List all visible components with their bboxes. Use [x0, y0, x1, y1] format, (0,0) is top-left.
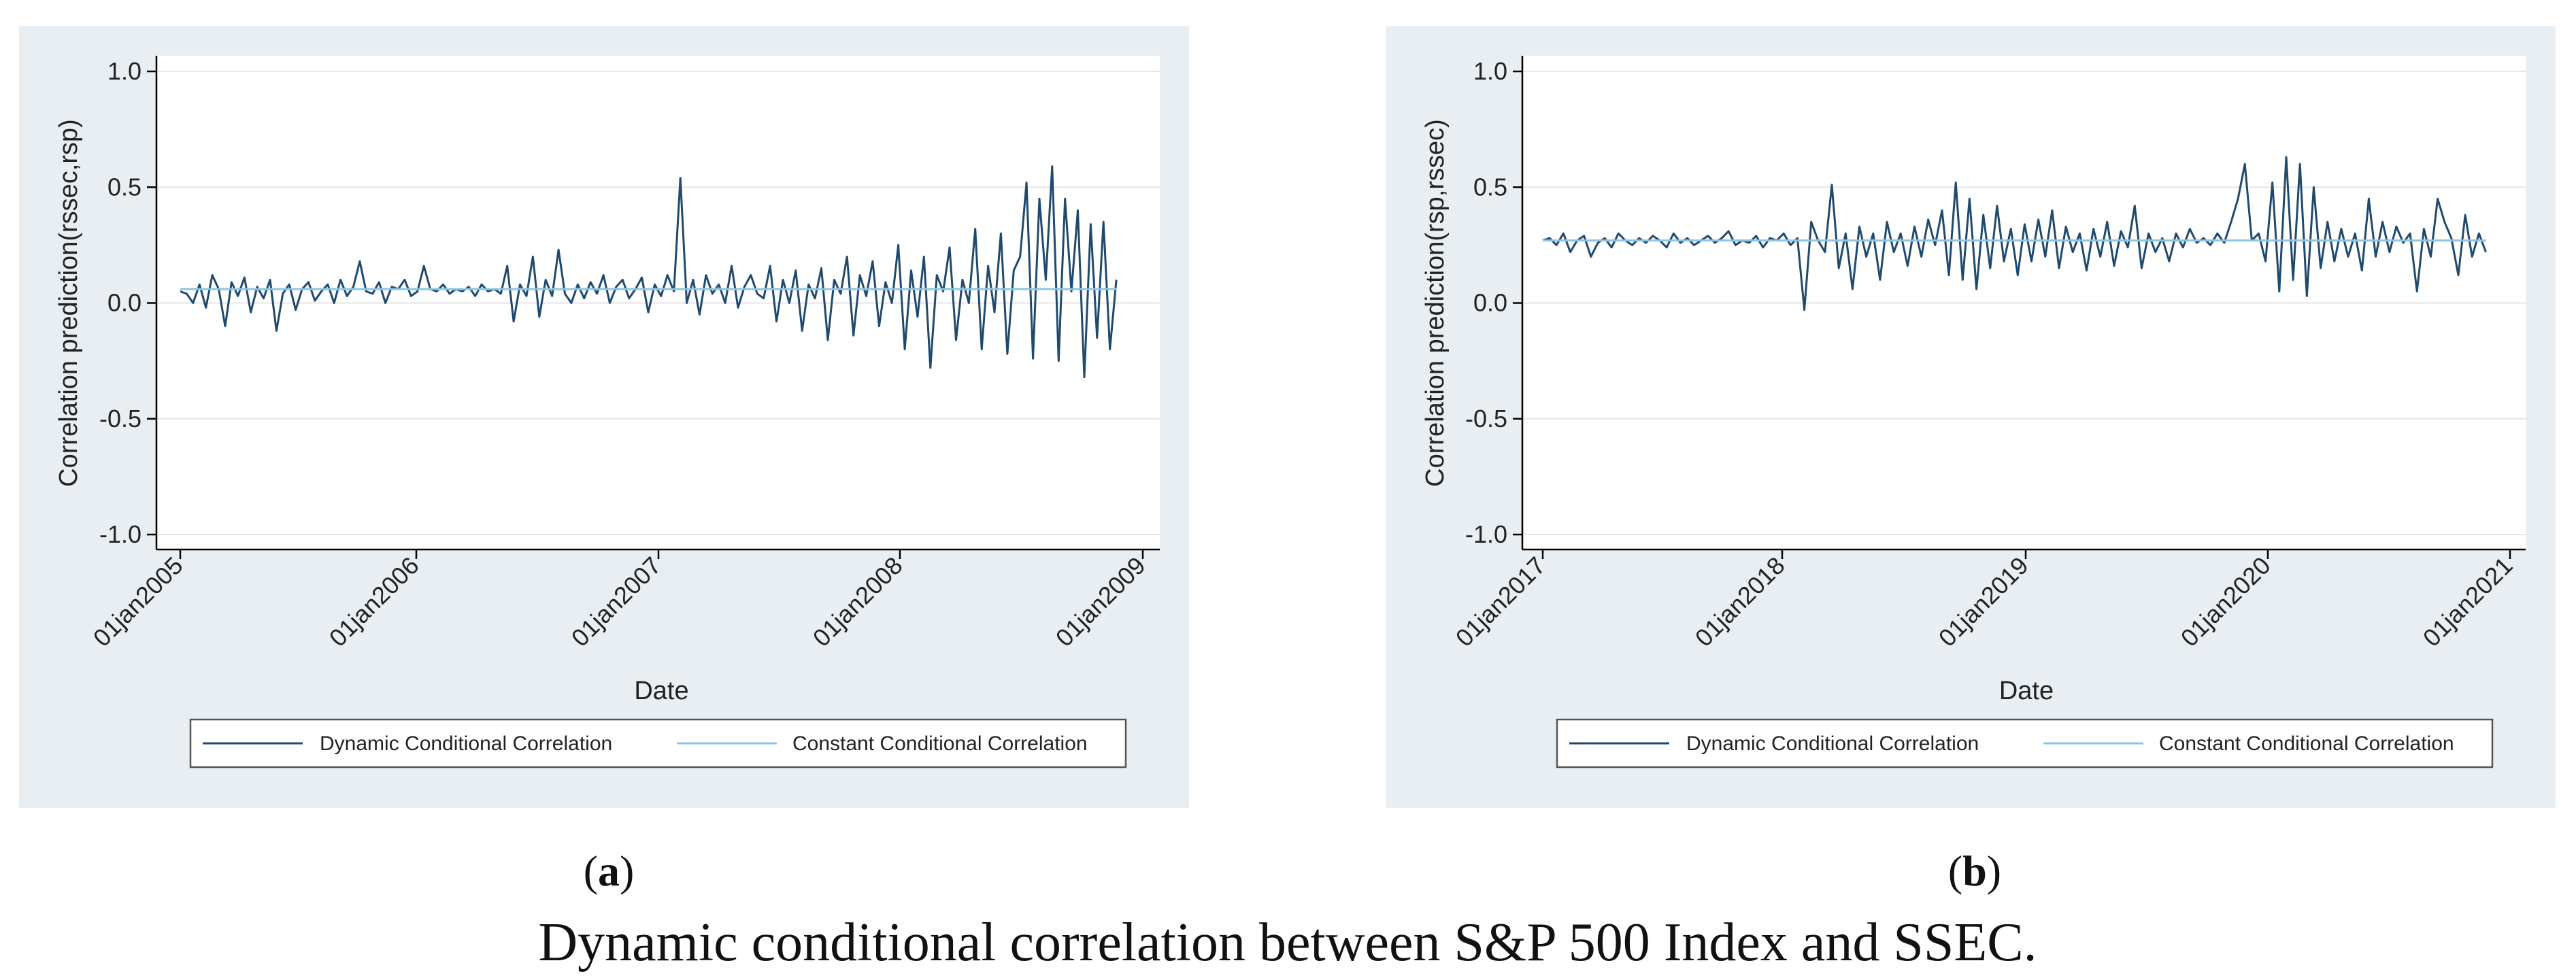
legend-label-ccc: Constant Conditional Correlation	[2159, 732, 2454, 755]
series-dynamic-conditional-correlation	[180, 165, 1118, 378]
y-tick-label: -0.5	[1465, 405, 1507, 433]
figure-caption: Dynamic conditional correlation between …	[538, 913, 2037, 973]
y-tick-label: 0.5	[1473, 173, 1507, 201]
y-tick-label: 1.0	[107, 57, 141, 85]
subfigure-label: (b)	[1948, 847, 2001, 895]
legend: Dynamic Conditional Correlation Constant …	[189, 718, 1127, 768]
legend: Dynamic Conditional Correlation Constant …	[1556, 718, 2494, 768]
y-tick-label: -0.5	[99, 405, 141, 433]
y-tick-label: 0.5	[107, 173, 141, 201]
legend-label-ccc: Constant Conditional Correlation	[792, 732, 1088, 755]
y-tick-label: 1.0	[1473, 57, 1507, 85]
y-tick-label: -1.0	[99, 520, 141, 548]
y-axis-title: Correlation prediction(rssec,rsp)	[54, 119, 83, 487]
legend-box	[189, 718, 1127, 768]
x-axis-title: Date	[634, 677, 688, 705]
legend-label-dcc: Dynamic Conditional Correlation	[320, 732, 612, 755]
legend-label-dcc: Dynamic Conditional Correlation	[1686, 732, 1979, 755]
y-tick-label: -1.0	[1465, 520, 1507, 548]
y-tick-label: 0.0	[1473, 289, 1507, 317]
legend-box	[1556, 718, 2494, 768]
subfigure-label: (a)	[584, 847, 635, 895]
y-axis-title: Correlation prediction(rsp,rssec)	[1421, 119, 1450, 487]
x-axis-title: Date	[1999, 677, 2054, 705]
y-tick-label: 0.0	[107, 289, 141, 317]
